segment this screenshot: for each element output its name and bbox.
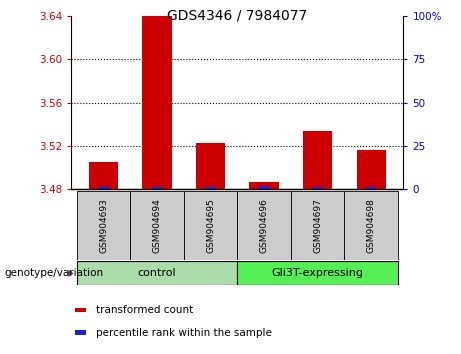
Text: percentile rank within the sample: percentile rank within the sample	[96, 328, 272, 338]
Bar	[184, 191, 237, 260]
Bar	[130, 191, 184, 260]
Bar	[291, 191, 344, 260]
Text: GSM904693: GSM904693	[99, 198, 108, 253]
Text: GSM904695: GSM904695	[206, 198, 215, 253]
Bar	[75, 308, 86, 312]
Bar	[356, 150, 386, 189]
Bar	[237, 261, 398, 285]
Text: genotype/variation: genotype/variation	[5, 268, 104, 278]
Bar	[89, 162, 118, 189]
Text: control: control	[138, 268, 177, 278]
Text: GSM904696: GSM904696	[260, 198, 269, 253]
Bar	[249, 182, 279, 189]
Text: GSM904697: GSM904697	[313, 198, 322, 253]
Bar	[152, 187, 162, 189]
Bar	[142, 16, 172, 189]
Bar	[77, 191, 130, 260]
Bar	[77, 261, 237, 285]
Bar	[206, 187, 216, 189]
Bar	[237, 191, 291, 260]
Text: GDS4346 / 7984077: GDS4346 / 7984077	[167, 9, 307, 23]
Bar	[366, 187, 377, 189]
Bar	[99, 187, 109, 189]
Bar	[196, 143, 225, 189]
Bar	[259, 186, 269, 189]
Text: GSM904694: GSM904694	[153, 198, 162, 253]
Bar	[344, 191, 398, 260]
Polygon shape	[68, 270, 74, 277]
Bar	[303, 131, 332, 189]
Text: transformed count: transformed count	[96, 306, 194, 315]
Bar	[75, 330, 86, 335]
Text: GSM904698: GSM904698	[367, 198, 376, 253]
Bar	[313, 187, 323, 189]
Text: Gli3T-expressing: Gli3T-expressing	[272, 268, 364, 278]
